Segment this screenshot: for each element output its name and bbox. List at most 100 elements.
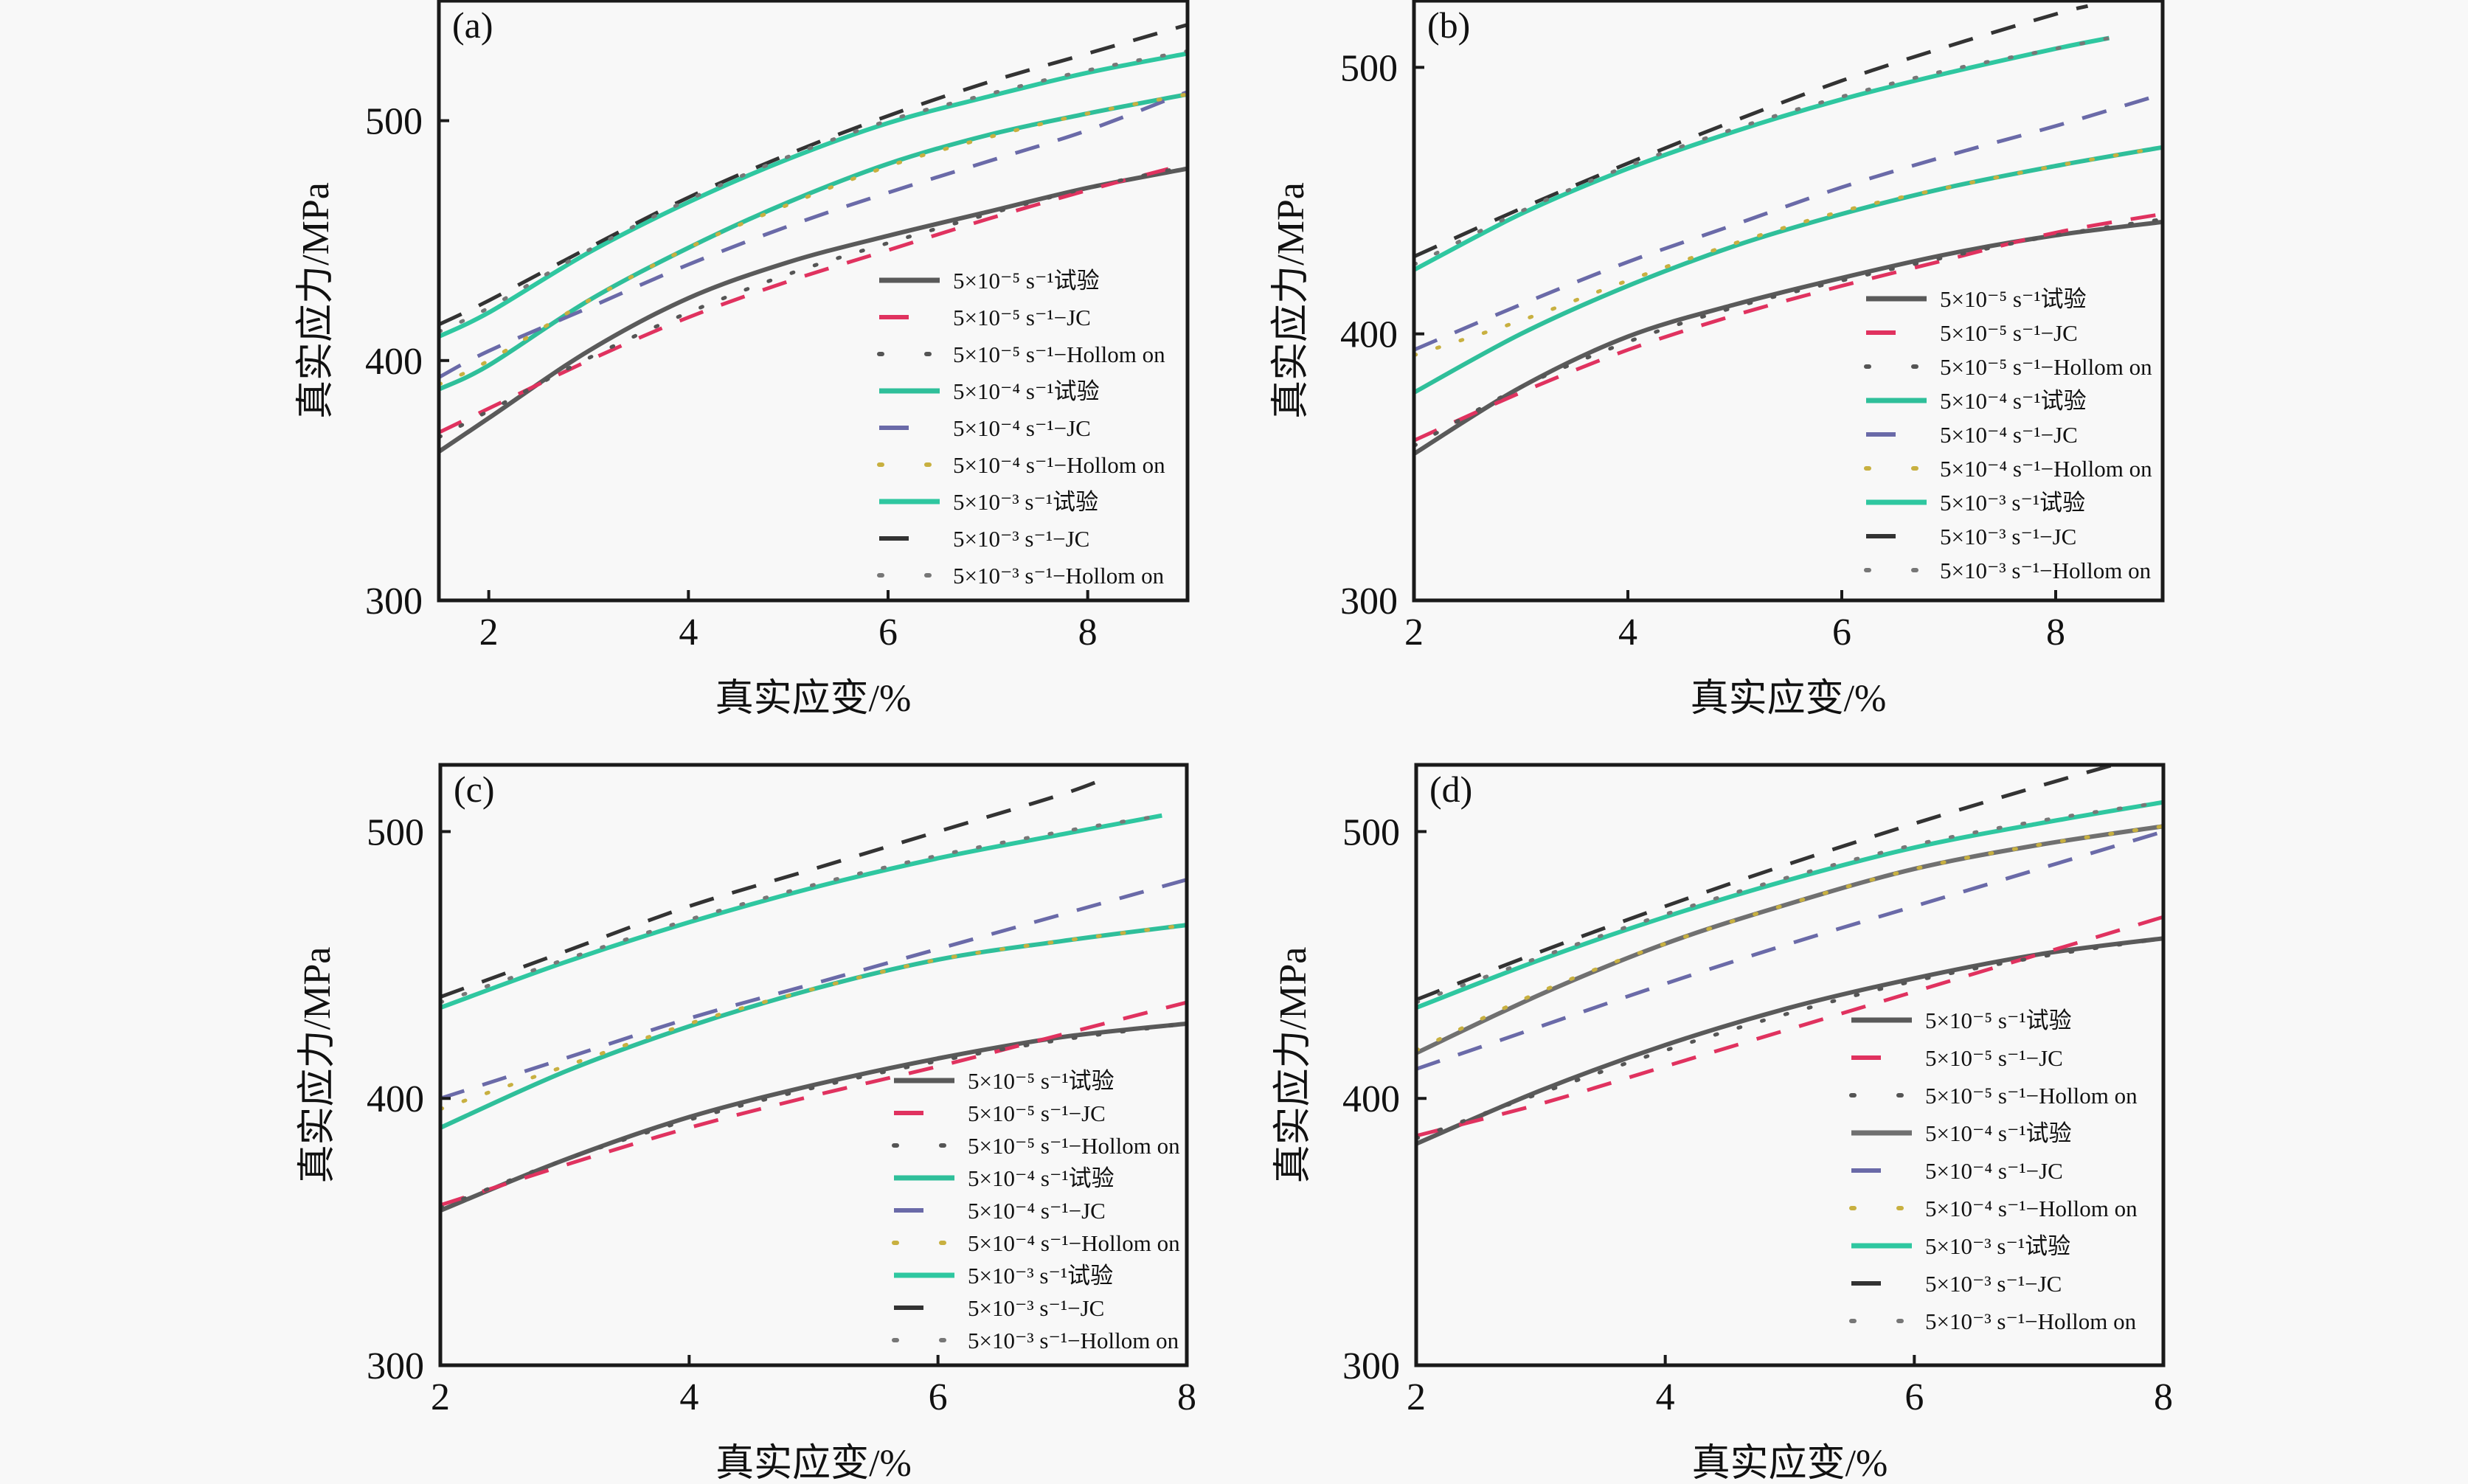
series-line-hollomon-5 — [1416, 824, 2163, 1053]
legend-item: 5×10⁻³ s⁻¹试验 — [1851, 1233, 2070, 1259]
legend-item: 5×10⁻⁴ s⁻¹−Hollom on — [1849, 1196, 2138, 1221]
x-tick-label: 4 — [1618, 611, 1637, 653]
y-tick-label: 500 — [367, 811, 424, 853]
series-line-exp-0 — [440, 1021, 1187, 1213]
legend-label: 5×10⁻³ s⁻¹−JC — [953, 526, 1089, 552]
series-group — [439, 23, 1188, 454]
legend: 5×10⁻⁵ s⁻¹试验 5×10⁻⁵ s⁻¹−JC 5×10⁻⁵ s⁻¹−Holl… — [877, 268, 1165, 589]
legend-label: 5×10⁻³ s⁻¹−JC — [1925, 1271, 2062, 1297]
legend-label: 5×10⁻⁵ s⁻¹−Hollom on — [1940, 354, 2152, 380]
legend-item: 5×10⁻⁴ s⁻¹试验 — [894, 1165, 1115, 1191]
y-tick-label: 400 — [365, 341, 423, 383]
y-tick-label: 300 — [1342, 1345, 1400, 1387]
legend-item: 5×10⁻³ s⁻¹试验 — [1866, 490, 2085, 516]
legend-item: 5×10⁻³ s⁻¹−JC — [1851, 1271, 2062, 1297]
series-line-hollomon-5 — [1414, 145, 2163, 358]
legend-item: 5×10⁻⁵ s⁻¹−Hollom on — [1864, 354, 2152, 380]
legend-label: 5×10⁻⁵ s⁻¹−Hollom on — [968, 1133, 1180, 1159]
legend-label: 5×10⁻⁵ s⁻¹试验 — [968, 1068, 1115, 1094]
legend-label: 5×10⁻⁵ s⁻¹−JC — [1925, 1045, 2063, 1071]
legend-item: 5×10⁻⁵ s⁻¹−JC — [879, 305, 1091, 330]
x-tick-label: 2 — [479, 611, 499, 653]
y-tick-label: 300 — [365, 580, 423, 623]
legend-label: 5×10⁻³ s⁻¹−Hollom on — [1940, 558, 2152, 583]
series-group — [440, 774, 1187, 1213]
x-tick-label: 8 — [2154, 1376, 2173, 1418]
panel-label: (a) — [452, 4, 493, 46]
legend-label: 5×10⁻³ s⁻¹试验 — [953, 489, 1098, 515]
series-line-exp-6 — [439, 51, 1188, 339]
legend-item: 5×10⁻³ s⁻¹−Hollom on — [892, 1328, 1179, 1353]
series-line-exp-6 — [440, 813, 1162, 1010]
y-tick-label: 300 — [1340, 580, 1398, 623]
series-line-exp-0 — [1414, 219, 2163, 456]
series-line-exp-6 — [1416, 800, 2163, 1010]
series-group — [1414, 4, 2163, 456]
series-line-exp-0 — [1416, 936, 2163, 1146]
plot-frame — [438, 763, 1189, 1367]
x-axis-label: 真实应变/% — [715, 1443, 912, 1484]
x-tick-label: 4 — [679, 611, 698, 653]
legend-label: 5×10⁻³ s⁻¹试验 — [968, 1263, 1113, 1289]
legend-label: 5×10⁻⁴ s⁻¹试验 — [1925, 1120, 2072, 1146]
legend-label: 5×10⁻³ s⁻¹−JC — [1940, 524, 2076, 549]
x-tick-label: 2 — [1404, 611, 1424, 653]
legend-label: 5×10⁻⁵ s⁻¹试验 — [1940, 286, 2087, 312]
legend-label: 5×10⁻⁴ s⁻¹−Hollom on — [1925, 1196, 2138, 1221]
legend-label: 5×10⁻⁵ s⁻¹试验 — [1925, 1008, 2072, 1033]
legend-item: 5×10⁻³ s⁻¹试验 — [879, 489, 1098, 515]
legend-item: 5×10⁻⁵ s⁻¹−JC — [1851, 1045, 2063, 1071]
legend-item: 5×10⁻³ s⁻¹试验 — [894, 1263, 1113, 1289]
legend-label: 5×10⁻⁴ s⁻¹试验 — [1940, 388, 2087, 414]
legend-label: 5×10⁻⁴ s⁻¹试验 — [968, 1165, 1115, 1191]
series-group — [1416, 765, 2163, 1146]
series-line-hollomon-8 — [440, 814, 1164, 1005]
legend: 5×10⁻⁵ s⁻¹试验 5×10⁻⁵ s⁻¹−JC 5×10⁻⁵ s⁻¹−Holl… — [1864, 286, 2152, 583]
legend-label: 5×10⁻⁵ s⁻¹−JC — [968, 1100, 1106, 1126]
legend-label: 5×10⁻⁴ s⁻¹−JC — [1940, 422, 2078, 448]
legend-item: 5×10⁻³ s⁻¹−JC — [879, 526, 1089, 552]
series-line-jc-4 — [1414, 92, 2163, 352]
plot-frame — [1412, 0, 2165, 603]
legend: 5×10⁻⁵ s⁻¹试验 5×10⁻⁵ s⁻¹−JC 5×10⁻⁵ s⁻¹−Holl… — [892, 1068, 1180, 1353]
y-tick-label: 300 — [367, 1345, 424, 1387]
series-line-hollomon-8 — [1414, 36, 2111, 267]
legend-item: 5×10⁻⁵ s⁻¹−JC — [1866, 320, 2078, 346]
legend-label: 5×10⁻⁴ s⁻¹−Hollom on — [953, 452, 1165, 478]
panel-a: 2 4 6 8 300 400 500 (a) 真实应变/% 真实应力/MPa 5×10⁻⁵ s⁻¹… — [295, 0, 1190, 720]
legend-item: 5×10⁻³ s⁻¹−Hollom on — [1864, 558, 2152, 583]
series-line-jc-1 — [1414, 212, 2163, 443]
x-tick-label: 6 — [878, 611, 898, 653]
series-line-jc-4 — [439, 90, 1188, 379]
legend-item: 5×10⁻⁵ s⁻¹−Hollom on — [877, 341, 1165, 367]
x-tick-label: 8 — [1078, 611, 1098, 653]
y-axis-label: 真实应力/MPa — [295, 182, 337, 419]
series-line-hollomon-5 — [440, 923, 1187, 1112]
legend-label: 5×10⁻⁴ s⁻¹−JC — [1925, 1158, 2063, 1184]
legend-item: 5×10⁻⁴ s⁻¹−Hollom on — [892, 1230, 1180, 1256]
panel-c: 2 4 6 8 300 400 500 (c) 真实应变/% 真实应力/MPa 5×10⁻⁵ s⁻¹… — [297, 763, 1196, 1484]
legend: 5×10⁻⁵ s⁻¹试验 5×10⁻⁵ s⁻¹−JC 5×10⁻⁵ s⁻¹−Holl… — [1849, 1008, 2138, 1334]
panel-label: (b) — [1427, 4, 1470, 46]
legend-label: 5×10⁻³ s⁻¹试验 — [1940, 490, 2085, 516]
series-line-hollomon-2 — [440, 1022, 1187, 1210]
legend-label: 5×10⁻⁵ s⁻¹试验 — [953, 268, 1100, 294]
series-line-hollomon-8 — [439, 49, 1188, 334]
legend-item: 5×10⁻⁴ s⁻¹−JC — [879, 415, 1091, 441]
y-tick-label: 500 — [365, 101, 423, 143]
series-line-jc-7 — [1414, 4, 2089, 259]
legend-item: 5×10⁻³ s⁻¹−JC — [1866, 524, 2076, 549]
legend-item: 5×10⁻⁴ s⁻¹试验 — [1851, 1120, 2072, 1146]
legend-item: 5×10⁻³ s⁻¹−Hollom on — [877, 563, 1165, 589]
x-tick-label: 6 — [1832, 611, 1851, 653]
legend-label: 5×10⁻⁵ s⁻¹−JC — [1940, 320, 2078, 346]
y-tick-label: 500 — [1342, 811, 1400, 853]
legend-label: 5×10⁻⁴ s⁻¹−JC — [953, 415, 1091, 441]
series-line-exp-6 — [1414, 35, 2110, 272]
series-line-jc-7 — [440, 774, 1113, 999]
y-tick-label: 400 — [1340, 314, 1398, 356]
legend-item: 5×10⁻⁵ s⁻¹−Hollom on — [1849, 1083, 2138, 1109]
legend-label: 5×10⁻⁵ s⁻¹−JC — [953, 305, 1091, 330]
